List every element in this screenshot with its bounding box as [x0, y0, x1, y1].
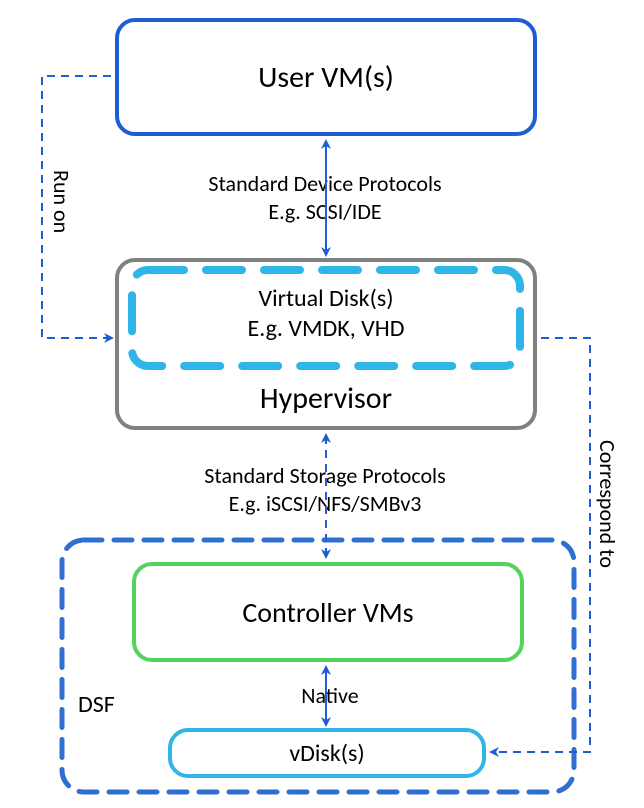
run-on-label: Run on: [48, 170, 75, 233]
correspond-to-label: Correspond to: [594, 440, 621, 568]
device-protocols-line2: E.g. SCSI/IDE: [150, 198, 500, 226]
controller-vms-box: Controller VMs: [132, 562, 524, 662]
virtual-disk-label: Virtual Disk(s) E.g. VMDK, VHD: [155, 284, 497, 344]
device-protocols-line1: Standard Device Protocols: [150, 170, 500, 198]
storage-protocols-line2: E.g. iSCSI/NFS/SMBv3: [140, 490, 510, 518]
user-vm-box: User VM(s): [115, 18, 537, 136]
hypervisor-label: Hypervisor: [115, 380, 537, 418]
storage-protocols-line1: Standard Storage Protocols: [140, 462, 510, 490]
virtual-disk-line1: Virtual Disk(s): [155, 284, 497, 314]
storage-protocols-label: Standard Storage Protocols E.g. iSCSI/NF…: [140, 462, 510, 517]
vdisk-box: vDisk(s): [168, 728, 486, 778]
device-protocols-label: Standard Device Protocols E.g. SCSI/IDE: [150, 170, 500, 225]
controller-vms-label: Controller VMs: [242, 595, 413, 630]
dsf-label: DSF: [78, 690, 115, 720]
native-label: Native: [280, 682, 380, 710]
virtual-disk-line2: E.g. VMDK, VHD: [155, 314, 497, 344]
vdisk-label: vDisk(s): [289, 739, 364, 768]
user-vm-label: User VM(s): [258, 59, 394, 96]
